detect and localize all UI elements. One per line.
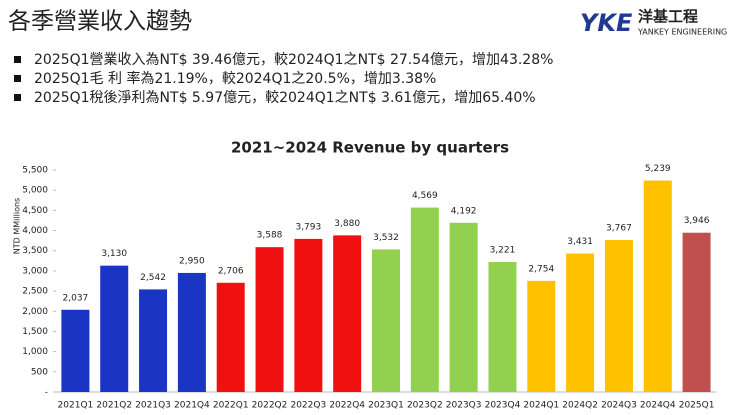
x-tick-label: 2024Q2 [562,401,598,411]
y-tick-label: 4,000 [22,226,48,236]
bar [410,207,439,392]
data-label: 3,431 [567,237,593,247]
x-tick-label: 2024Q3 [601,401,637,411]
x-tick-label: 2022Q4 [329,401,365,411]
x-tick-label: 2023Q1 [368,401,404,411]
y-tick-label: - [45,388,48,398]
data-label: 3,793 [295,222,321,232]
data-label: 3,130 [101,249,127,259]
chart-title: 2021~2024 Revenue by quarters [231,139,509,157]
bar [566,253,595,392]
x-tick-label: 2021Q1 [58,401,94,411]
x-tick-label: 2021Q2 [96,401,132,411]
data-label: 3,588 [257,231,283,241]
bullet: 2025Q1營業收入為NT$ 39.46億元，較2024Q1之NT$ 27.54… [34,52,553,68]
x-tick-label: 2023Q3 [446,401,482,411]
data-label: 3,880 [334,219,360,229]
y-tick-label: 5,000 [22,186,48,196]
bar [177,272,206,392]
bar [333,235,362,392]
data-label: 2,754 [528,264,554,274]
data-label: 3,221 [490,245,516,255]
bar [449,222,478,392]
data-label: 5,239 [645,164,671,174]
logo-mark: YKE [580,9,633,37]
data-label: 2,037 [63,293,89,303]
x-tick-label: 2024Q4 [640,401,676,411]
logo-name: 洋基工程 [638,8,698,26]
bar [294,238,323,392]
x-tick-label: 2021Q4 [174,401,210,411]
y-tick-label: 500 [31,367,48,377]
data-label: 3,767 [606,223,632,233]
data-label: 2,706 [218,266,244,276]
bullet: 2025Q1毛 利 率為21.19%，較2024Q1之20.5%，增加3.38% [34,70,436,87]
data-label: 2,950 [179,256,205,266]
bar [488,261,517,392]
x-tick-label: 2022Q1 [213,401,249,411]
bar [100,265,129,392]
y-tick-label: 3,000 [22,266,48,276]
x-tick-label: 2022Q3 [290,401,326,411]
x-tick-label: 2025Q1 [679,401,715,411]
y-tick-label: 4,500 [22,206,48,216]
data-label: 2,542 [140,273,166,283]
y-tick-label: 1,000 [22,347,48,357]
y-tick-label: 1,500 [22,327,48,337]
x-tick-label: 2024Q1 [523,401,559,411]
bar [643,180,672,392]
bar [604,239,633,392]
bar [682,232,711,392]
x-tick-label: 2021Q3 [135,401,171,411]
x-tick-label: 2023Q2 [407,401,443,411]
data-label: 4,569 [412,191,438,201]
y-axis-label: NTD MMillions [13,198,22,254]
slide-title: 各季營業收入趨勢 [8,9,192,35]
bullet-mark [14,75,21,82]
data-label: 3,532 [373,233,399,243]
bullet-mark [14,94,21,101]
x-tick-label: 2023Q4 [485,401,521,411]
data-label: 3,946 [684,216,710,226]
y-tick-label: 2,000 [22,307,48,317]
y-tick-label: 5,500 [22,166,48,176]
y-tick-label: 3,500 [22,246,48,256]
x-tick-label: 2022Q2 [252,401,288,411]
bar [527,280,556,392]
bar [372,249,400,392]
bar [216,282,245,392]
bar [139,289,168,392]
bar [61,309,90,392]
bullet: 2025Q1稅後淨利為NT$ 5.97億元，較2024Q1之NT$ 3.61億元… [34,90,536,106]
bullet-mark [14,56,21,63]
y-tick-label: 2,500 [22,287,48,297]
bar [255,247,284,392]
data-label: 4,192 [451,206,477,216]
logo-sub: YANKEY ENGINEERING [637,28,727,37]
